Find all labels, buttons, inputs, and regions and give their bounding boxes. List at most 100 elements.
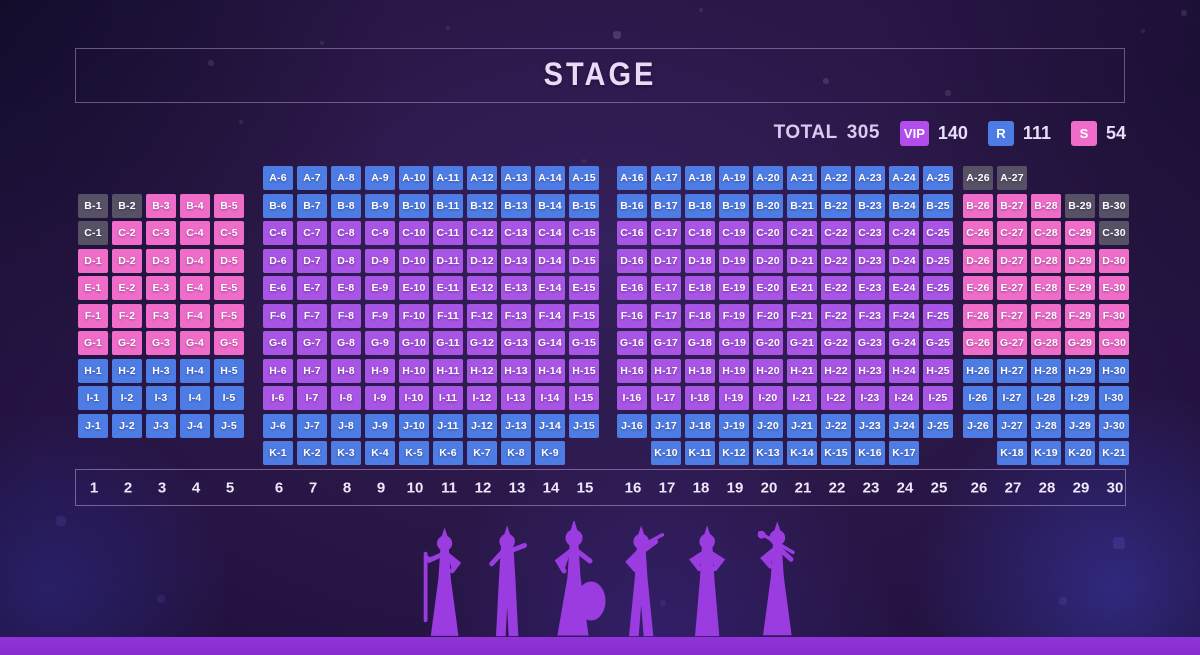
seat-E-3[interactable]: E-3 [146,276,176,300]
seat-H-5[interactable]: H-5 [214,358,244,383]
seat-A-10[interactable]: A-10 [399,166,429,190]
seat-G-15[interactable]: G-15 [569,331,599,355]
seat-J-22[interactable]: J-22 [821,413,851,438]
seat-J-16[interactable]: J-16 [617,413,647,438]
seat-H-13[interactable]: H-13 [501,358,531,383]
seat-J-24[interactable]: J-24 [889,413,919,438]
seat-D-29[interactable]: D-29 [1065,248,1095,273]
seat-E-10[interactable]: E-10 [399,276,429,300]
seat-G-6[interactable]: G-6 [263,331,293,355]
seat-B-8[interactable]: B-8 [331,193,361,218]
seat-G-12[interactable]: G-12 [467,331,497,355]
seat-C-18[interactable]: C-18 [685,221,715,245]
seat-D-3[interactable]: D-3 [146,248,176,273]
seat-F-24[interactable]: F-24 [889,303,919,328]
seat-B-6[interactable]: B-6 [263,193,293,218]
seat-C-10[interactable]: C-10 [399,221,429,245]
seat-J-9[interactable]: J-9 [365,413,395,438]
seat-C-15[interactable]: C-15 [569,221,599,245]
seat-F-15[interactable]: F-15 [569,303,599,328]
seat-B-3[interactable]: B-3 [146,193,176,218]
seat-D-6[interactable]: D-6 [263,248,293,273]
seat-A-8[interactable]: A-8 [331,166,361,190]
seat-H-6[interactable]: H-6 [263,358,293,383]
seat-D-8[interactable]: D-8 [331,248,361,273]
seat-I-4[interactable]: I-4 [180,386,210,410]
seat-I-24[interactable]: I-24 [889,386,919,410]
seat-D-22[interactable]: D-22 [821,248,851,273]
seat-C-13[interactable]: C-13 [501,221,531,245]
seat-G-20[interactable]: G-20 [753,331,783,355]
seat-H-19[interactable]: H-19 [719,358,749,383]
seat-C-3[interactable]: C-3 [146,221,176,245]
seat-H-12[interactable]: H-12 [467,358,497,383]
seat-J-25[interactable]: J-25 [923,413,953,438]
seat-F-11[interactable]: F-11 [433,303,463,328]
seat-F-17[interactable]: F-17 [651,303,681,328]
seat-E-2[interactable]: E-2 [112,276,142,300]
seat-F-10[interactable]: F-10 [399,303,429,328]
seat-B-7[interactable]: B-7 [297,193,327,218]
seat-H-29[interactable]: H-29 [1065,358,1095,383]
seat-D-24[interactable]: D-24 [889,248,919,273]
seat-K-18[interactable]: K-18 [997,441,1027,465]
seat-K-5[interactable]: K-5 [399,441,429,465]
seat-C-16[interactable]: C-16 [617,221,647,245]
seat-E-16[interactable]: E-16 [617,276,647,300]
seat-F-18[interactable]: F-18 [685,303,715,328]
seat-I-1[interactable]: I-1 [78,386,108,410]
seat-I-15[interactable]: I-15 [569,386,599,410]
seat-D-12[interactable]: D-12 [467,248,497,273]
seat-C-28[interactable]: C-28 [1031,221,1061,245]
seat-B-18[interactable]: B-18 [685,193,715,218]
seat-E-15[interactable]: E-15 [569,276,599,300]
seat-B-27[interactable]: B-27 [997,193,1027,218]
seat-C-20[interactable]: C-20 [753,221,783,245]
seat-C-6[interactable]: C-6 [263,221,293,245]
seat-B-10[interactable]: B-10 [399,193,429,218]
seat-D-11[interactable]: D-11 [433,248,463,273]
seat-A-12[interactable]: A-12 [467,166,497,190]
seat-J-27[interactable]: J-27 [997,413,1027,438]
seat-E-12[interactable]: E-12 [467,276,497,300]
seat-C-8[interactable]: C-8 [331,221,361,245]
seat-C-23[interactable]: C-23 [855,221,885,245]
seat-G-1[interactable]: G-1 [78,331,108,355]
seat-I-11[interactable]: I-11 [433,386,463,410]
seat-F-6[interactable]: F-6 [263,303,293,328]
seat-I-26[interactable]: I-26 [963,386,993,410]
seat-J-1[interactable]: J-1 [78,413,108,438]
seat-C-24[interactable]: C-24 [889,221,919,245]
seat-G-16[interactable]: G-16 [617,331,647,355]
seat-H-2[interactable]: H-2 [112,358,142,383]
seat-H-14[interactable]: H-14 [535,358,565,383]
seat-B-23[interactable]: B-23 [855,193,885,218]
seat-K-20[interactable]: K-20 [1065,441,1095,465]
seat-F-22[interactable]: F-22 [821,303,851,328]
seat-C-5[interactable]: C-5 [214,221,244,245]
seat-E-20[interactable]: E-20 [753,276,783,300]
seat-K-4[interactable]: K-4 [365,441,395,465]
seat-K-6[interactable]: K-6 [433,441,463,465]
seat-G-22[interactable]: G-22 [821,331,851,355]
seat-H-30[interactable]: H-30 [1099,358,1129,383]
seat-H-28[interactable]: H-28 [1031,358,1061,383]
seat-E-21[interactable]: E-21 [787,276,817,300]
seat-B-5[interactable]: B-5 [214,193,244,218]
seat-H-27[interactable]: H-27 [997,358,1027,383]
seat-E-30[interactable]: E-30 [1099,276,1129,300]
seat-J-26[interactable]: J-26 [963,413,993,438]
seat-D-9[interactable]: D-9 [365,248,395,273]
seat-G-18[interactable]: G-18 [685,331,715,355]
seat-I-7[interactable]: I-7 [297,386,327,410]
seat-G-28[interactable]: G-28 [1031,331,1061,355]
seat-I-27[interactable]: I-27 [997,386,1027,410]
seat-J-4[interactable]: J-4 [180,413,210,438]
seat-F-1[interactable]: F-1 [78,303,108,328]
seat-B-21[interactable]: B-21 [787,193,817,218]
seat-D-10[interactable]: D-10 [399,248,429,273]
seat-I-18[interactable]: I-18 [685,386,715,410]
seat-H-9[interactable]: H-9 [365,358,395,383]
seat-E-11[interactable]: E-11 [433,276,463,300]
seat-I-25[interactable]: I-25 [923,386,953,410]
